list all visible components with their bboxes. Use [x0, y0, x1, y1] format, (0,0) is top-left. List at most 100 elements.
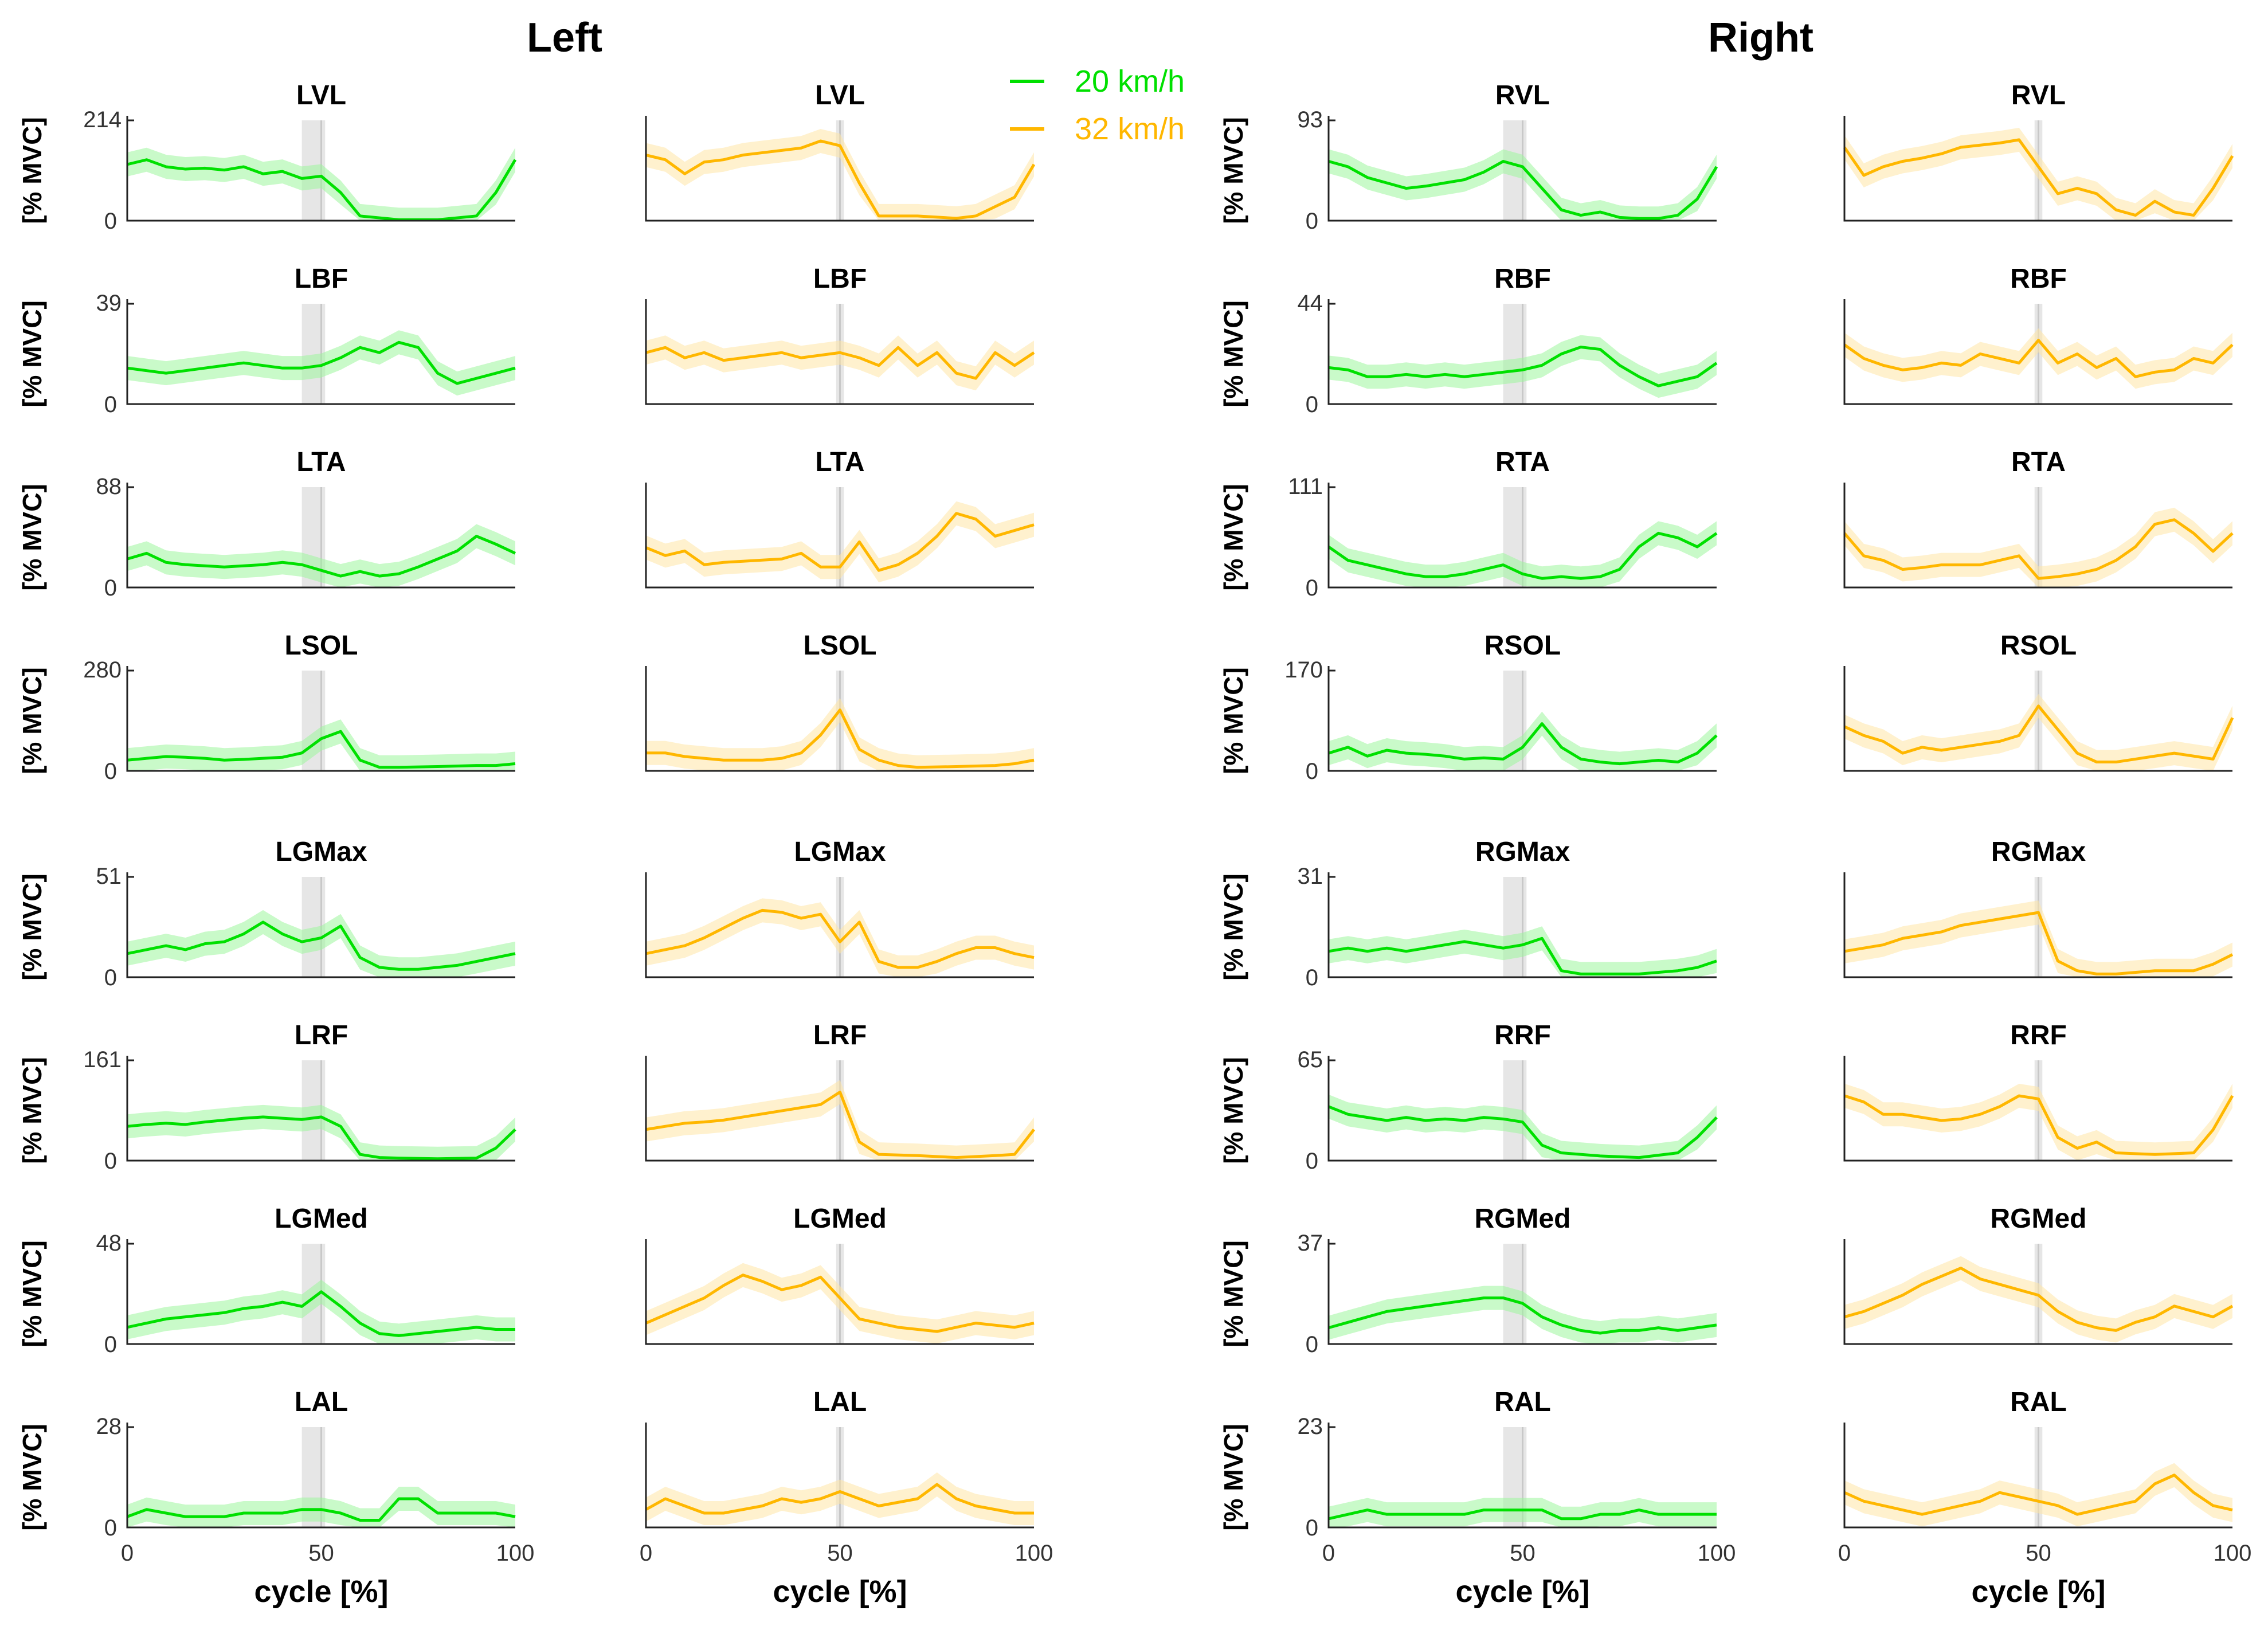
x-axis-label: cycle [%] — [1455, 1574, 1589, 1609]
panel-grid: LVL 214 0 [% MVC] LVL RVL 93 0 [% MVC] RVL LBF 39 0 [… — [17, 80, 2251, 1609]
series-line-20kmh — [127, 1497, 516, 1522]
axes — [645, 1056, 1034, 1162]
x-tick-label: 0 — [1838, 1541, 1851, 1566]
axes — [1843, 666, 2232, 772]
series-line-20kmh — [1327, 531, 1718, 580]
panel-title: RRF — [2010, 1020, 2067, 1051]
panel-title: RAL — [2010, 1387, 2067, 1417]
panel-rrf-32kmh: RRF — [1843, 1020, 2234, 1162]
panel-rsol-20kmh: RSOL 170 0 [% MVC] — [1219, 630, 1718, 784]
y-tick-max: 51 — [96, 864, 122, 889]
series-line-20kmh — [1328, 346, 1718, 387]
series-line-32kmh — [645, 1090, 1035, 1159]
legend-label-32kmh: 32 km/h — [1075, 112, 1185, 146]
y-tick-zero: 0 — [104, 1332, 117, 1357]
y-tick-max: 214 — [83, 107, 122, 132]
panel-lvl-20kmh: LVL 214 0 [% MVC] — [17, 80, 517, 234]
panel-lbf-20kmh: LBF 39 0 [% MVC] — [17, 264, 516, 417]
panel-title: LAL — [295, 1387, 348, 1417]
panel-title: RGMed — [1475, 1204, 1571, 1234]
series-line-20kmh — [127, 1290, 515, 1337]
variability-band-32kmh — [646, 335, 1034, 391]
panel-title: RBF — [1494, 264, 1551, 294]
panel-lta-32kmh: LTA — [645, 447, 1035, 589]
axes — [126, 483, 515, 589]
variability-band-20kmh — [1329, 926, 1717, 977]
series-line-20kmh — [127, 340, 516, 385]
panel-lvl-32kmh: LVL — [645, 80, 1036, 222]
axes — [126, 1239, 515, 1345]
panel-title: LGMax — [275, 837, 367, 867]
variability-band-20kmh — [127, 147, 515, 221]
variability-band-32kmh — [1844, 127, 2232, 221]
variability-band-32kmh — [646, 698, 1034, 771]
panel-title: RSOL — [1484, 630, 1561, 661]
panel-title: LAL — [813, 1387, 867, 1417]
x-tick-label: 50 — [1510, 1541, 1535, 1566]
legend: 20 km/h 32 km/h — [1010, 64, 1185, 146]
series-line-32kmh — [1843, 138, 2234, 217]
series-line-32kmh — [1844, 1267, 2234, 1332]
series-line-20kmh — [1328, 1105, 1718, 1159]
axes — [1327, 666, 1717, 772]
panel-lgmed-32kmh: LGMed — [645, 1204, 1035, 1345]
panel-lal-20kmh: LAL 28 0 [% MVC] 0 50 100 cycle [%] — [17, 1387, 534, 1609]
series-line-20kmh — [127, 1115, 516, 1161]
legend-label-20kmh: 20 km/h — [1075, 64, 1185, 99]
series-line-20kmh — [1328, 937, 1717, 975]
panel-title: RSOL — [2000, 630, 2077, 661]
y-tick-max: 170 — [1284, 657, 1323, 683]
panel-rbf-32kmh: RBF — [1843, 264, 2234, 405]
panel-ral-32kmh: RAL 0 50 100 cycle [%] — [1838, 1387, 2252, 1609]
variability-band-20kmh — [127, 719, 515, 771]
panel-lgmax-20kmh: LGMax 51 0 [% MVC] — [17, 837, 516, 990]
series-line-32kmh — [645, 1274, 1035, 1333]
axes — [1843, 1423, 2232, 1529]
panel-title: LTA — [296, 447, 346, 477]
panel-rrf-20kmh: RRF 65 0 [% MVC] — [1219, 1020, 1718, 1174]
axes — [1843, 299, 2232, 405]
series-line-32kmh — [1843, 339, 2234, 378]
variability-band-20kmh — [127, 1279, 515, 1344]
variability-band-20kmh — [127, 910, 515, 977]
panel-rbf-20kmh: RBF 44 0 [% MVC] — [1219, 264, 1718, 417]
y-axis-label: [% MVC] — [17, 1240, 47, 1347]
axes — [126, 299, 515, 405]
x-tick-label: 0 — [640, 1541, 652, 1566]
y-axis-label: [% MVC] — [1219, 873, 1248, 981]
y-axis-label: [% MVC] — [1219, 1424, 1248, 1531]
panel-title: LTA — [815, 447, 864, 477]
panel-title: LSOL — [804, 630, 877, 661]
y-tick-zero: 0 — [104, 1149, 117, 1174]
series-line-32kmh — [645, 346, 1035, 380]
y-tick-max: 39 — [96, 291, 122, 316]
panel-title: LBF — [295, 264, 348, 294]
panel-title: LGMed — [793, 1204, 887, 1234]
panel-title: RTA — [2011, 447, 2066, 477]
y-tick-zero: 0 — [1306, 209, 1318, 234]
axes — [1327, 872, 1717, 978]
variability-band-32kmh — [646, 128, 1034, 221]
y-tick-zero: 0 — [1306, 1149, 1318, 1174]
panel-rvl-32kmh: RVL — [1843, 80, 2234, 222]
x-axis-label: cycle [%] — [254, 1574, 388, 1609]
y-tick-zero: 0 — [104, 575, 117, 601]
axes — [126, 872, 515, 978]
y-tick-max: 111 — [1288, 474, 1323, 499]
y-tick-max: 88 — [96, 474, 122, 499]
y-axis-label: [% MVC] — [17, 667, 47, 774]
variability-band-32kmh — [1844, 507, 2232, 587]
panel-title: LSOL — [285, 630, 358, 661]
y-tick-zero: 0 — [1306, 1332, 1318, 1357]
x-tick-label: 100 — [496, 1541, 535, 1566]
axes — [1843, 1056, 2232, 1162]
series-line-20kmh — [127, 535, 516, 578]
y-tick-max: 65 — [1298, 1047, 1323, 1072]
series-line-32kmh — [1843, 1474, 2233, 1516]
y-axis-label: [% MVC] — [1219, 117, 1248, 224]
y-axis-label: [% MVC] — [17, 873, 47, 981]
axes — [126, 1056, 515, 1162]
panel-lsol-32kmh: LSOL — [645, 630, 1035, 772]
panel-lrf-32kmh: LRF — [645, 1020, 1035, 1162]
